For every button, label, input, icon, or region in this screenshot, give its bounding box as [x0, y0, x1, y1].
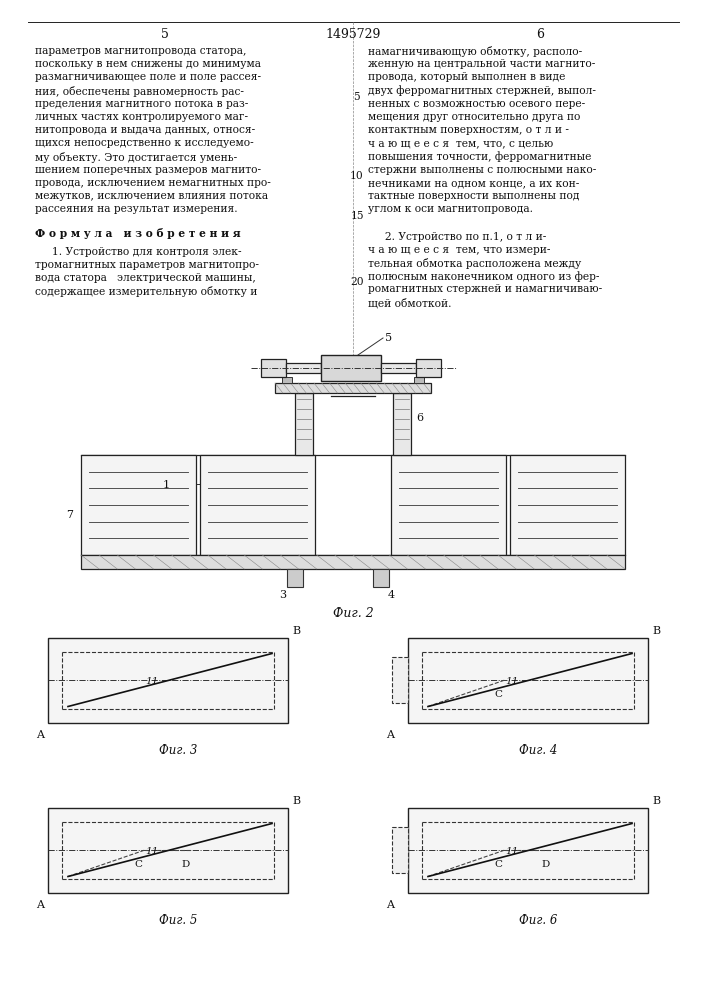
Bar [81, 455, 196, 555]
Text: 11: 11 [146, 678, 158, 686]
Bar [391, 455, 506, 555]
Text: C: C [134, 860, 142, 869]
Text: 15: 15 [350, 211, 364, 221]
Text: пределения магнитного потока в раз-: пределения магнитного потока в раз- [35, 99, 248, 109]
Bar [392, 827, 408, 873]
Text: ч а ю щ е е с я  тем, что измери-: ч а ю щ е е с я тем, что измери- [368, 245, 551, 255]
Text: повышения точности, ферромагнитные: повышения точности, ферромагнитные [368, 152, 591, 162]
Text: 11: 11 [506, 848, 519, 856]
Text: Фиг. 4: Фиг. 4 [519, 744, 557, 758]
Text: 3: 3 [279, 590, 286, 600]
Bar [81, 555, 625, 569]
Text: ромагнитных стержней и намагничиваю-: ромагнитных стержней и намагничиваю- [368, 284, 602, 294]
Text: контактным поверхностям, о т л и -: контактным поверхностям, о т л и - [368, 125, 569, 135]
Bar [414, 377, 424, 383]
Text: Фиг. 6: Фиг. 6 [519, 914, 557, 928]
Text: намагничивающую обмотку, располо-: намагничивающую обмотку, располо- [368, 46, 583, 57]
Text: 11: 11 [506, 678, 519, 686]
Text: 10: 10 [350, 171, 364, 181]
Text: D: D [182, 860, 190, 869]
Text: Фиг. 3: Фиг. 3 [159, 744, 197, 758]
Text: личных частях контролируемого маг-: личных частях контролируемого маг- [35, 112, 248, 122]
Text: ненных с возможностью осевого пере-: ненных с возможностью осевого пере- [368, 99, 585, 109]
Text: провода, который выполнен в виде: провода, который выполнен в виде [368, 72, 566, 82]
Text: двух ферромагнитных стержней, выпол-: двух ферромагнитных стержней, выпол- [368, 86, 596, 96]
Text: A: A [386, 900, 394, 910]
Text: тельная обмотка расположена между: тельная обмотка расположена между [368, 258, 581, 269]
Text: поскольку в нем снижены до минимума: поскольку в нем снижены до минимума [35, 59, 261, 69]
Bar [321, 355, 381, 381]
Text: A: A [36, 730, 44, 740]
Text: 4: 4 [387, 590, 395, 600]
Text: B: B [652, 796, 660, 806]
Bar [295, 393, 313, 455]
Text: нечниками на одном конце, а их кон-: нечниками на одном конце, а их кон- [368, 178, 579, 188]
Text: C: C [494, 860, 502, 869]
Text: межутков, исключением влияния потока: межутков, исключением влияния потока [35, 191, 268, 201]
Text: Ф о р м у л а   и з о б р е т е н и я: Ф о р м у л а и з о б р е т е н и я [35, 228, 240, 239]
Text: нитопровода и выдача данных, относя-: нитопровода и выдача данных, относя- [35, 125, 255, 135]
Bar [282, 377, 292, 383]
Bar [373, 569, 389, 587]
Text: вода статора   электрической машины,: вода статора электрической машины, [35, 273, 256, 283]
Text: 5: 5 [354, 92, 361, 102]
Text: 1: 1 [163, 480, 170, 490]
Text: A: A [36, 900, 44, 910]
Text: A-A: A-A [341, 383, 366, 396]
Text: рассеяния на результат измерения.: рассеяния на результат измерения. [35, 204, 238, 214]
Text: параметров магнитопровода статора,: параметров магнитопровода статора, [35, 46, 246, 56]
Bar [510, 455, 625, 555]
Text: Фиг. 5: Фиг. 5 [159, 914, 197, 928]
Text: ч а ю щ е е с я  тем, что, с целью: ч а ю щ е е с я тем, что, с целью [368, 138, 554, 148]
Text: B: B [652, 626, 660, 636]
Text: 6: 6 [416, 413, 423, 423]
Text: мещения друг относительно друга по: мещения друг относительно друга по [368, 112, 580, 122]
Text: Фиг. 2: Фиг. 2 [332, 607, 373, 620]
Text: B: B [292, 626, 300, 636]
Text: содержащее измерительную обмотку и: содержащее измерительную обмотку и [35, 286, 257, 297]
Text: D: D [542, 860, 550, 869]
Text: 11: 11 [146, 848, 158, 856]
Text: стержни выполнены с полюсными нако-: стержни выполнены с полюсными нако- [368, 165, 597, 175]
Bar [381, 363, 416, 373]
Bar [408, 638, 648, 722]
Bar [275, 383, 431, 393]
Text: 2. Устройство по п.1, о т л и-: 2. Устройство по п.1, о т л и- [368, 232, 547, 242]
Text: шением поперечных размеров магнито-: шением поперечных размеров магнито- [35, 165, 261, 175]
Text: полюсным наконечником одного из фер-: полюсным наконечником одного из фер- [368, 271, 600, 282]
Bar [261, 359, 286, 377]
Text: 1495729: 1495729 [325, 28, 380, 41]
Bar [393, 393, 411, 455]
Text: размагничивающее поле и поле рассея-: размагничивающее поле и поле рассея- [35, 72, 261, 82]
Text: тромагнитных параметров магнитопро-: тромагнитных параметров магнитопро- [35, 260, 259, 270]
Text: 5: 5 [385, 333, 392, 343]
Text: тактные поверхности выполнены под: тактные поверхности выполнены под [368, 191, 580, 201]
Text: 6: 6 [536, 28, 544, 41]
Bar [287, 569, 303, 587]
Text: женную на центральной части магнито-: женную на центральной части магнито- [368, 59, 595, 69]
Bar [48, 638, 288, 722]
Bar [48, 808, 288, 892]
Text: углом к оси магнитопровода.: углом к оси магнитопровода. [368, 204, 533, 214]
Text: щихся непосредственно к исследуемо-: щихся непосредственно к исследуемо- [35, 138, 254, 148]
Bar [286, 363, 321, 373]
Text: 7: 7 [66, 510, 73, 520]
Text: му объекту. Это достигается умень-: му объекту. Это достигается умень- [35, 152, 238, 163]
Text: 20: 20 [350, 277, 364, 287]
Text: 1. Устройство для контроля элек-: 1. Устройство для контроля элек- [35, 247, 242, 257]
Text: провода, исключением немагнитных про-: провода, исключением немагнитных про- [35, 178, 271, 188]
Bar [408, 808, 648, 892]
Text: щей обмоткой.: щей обмоткой. [368, 298, 452, 308]
Text: 5: 5 [161, 28, 169, 41]
Text: ния, обеспечены равномерность рас-: ния, обеспечены равномерность рас- [35, 86, 244, 97]
Text: B: B [292, 796, 300, 806]
Text: C: C [494, 690, 502, 699]
Bar [200, 455, 315, 555]
Bar [416, 359, 441, 377]
Text: A: A [386, 730, 394, 740]
Bar [392, 657, 408, 703]
